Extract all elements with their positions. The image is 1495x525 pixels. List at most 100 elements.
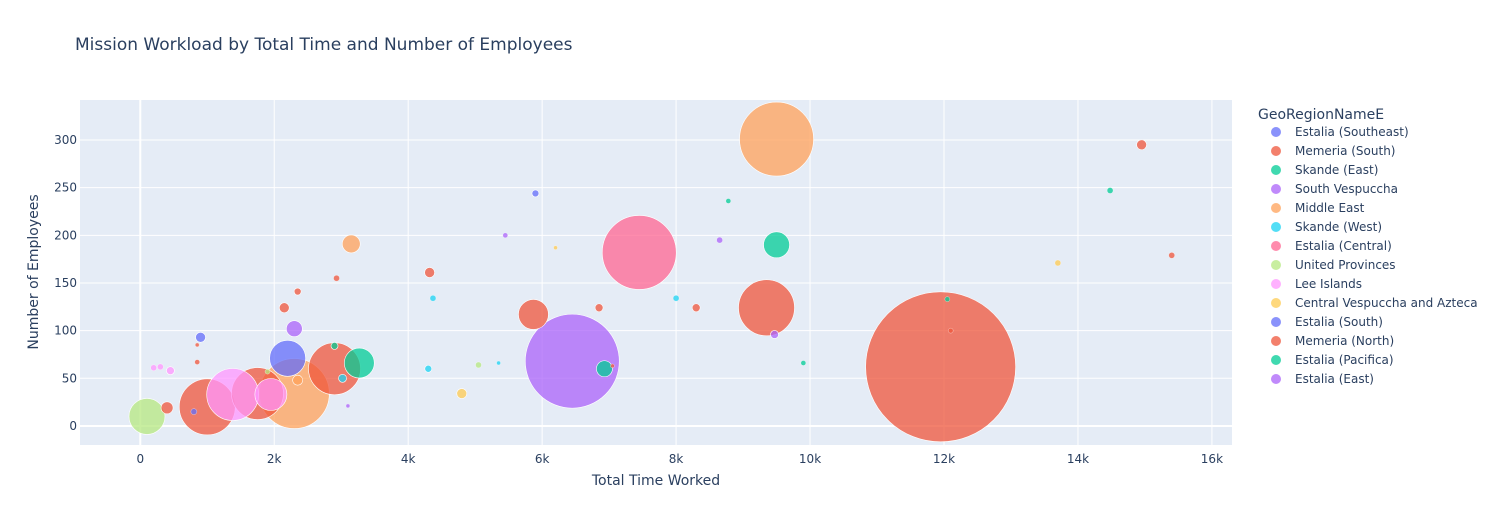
legend-label: Skande (East) [1295, 163, 1378, 177]
data-point [157, 363, 164, 371]
legend-label: Estalia (Pacifica) [1295, 353, 1394, 367]
data-point [1106, 187, 1114, 194]
legend[interactable]: Estalia (Southeast) Memeria (South) Skande… [1271, 125, 1478, 386]
legend-marker [1271, 241, 1281, 251]
legend-label: Memeria (South) [1295, 144, 1395, 158]
legend-item[interactable]: Estalia (Southeast) [1271, 125, 1409, 139]
chart-title: Mission Workload by Total Time and Numbe… [75, 35, 573, 55]
data-point [716, 236, 723, 244]
x-tick-label: 16k [1201, 452, 1223, 466]
data-point [195, 332, 206, 343]
y-tick-label: 150 [54, 276, 77, 290]
data-point [596, 360, 613, 378]
legend-item[interactable]: Lee Islands [1271, 277, 1362, 291]
legend-label: Middle East [1295, 201, 1365, 215]
data-point [518, 299, 549, 330]
data-point [610, 363, 615, 369]
legend-marker [1271, 165, 1281, 175]
legend-item[interactable]: Memeria (South) [1271, 144, 1395, 158]
legend-item[interactable]: Skande (East) [1271, 163, 1378, 177]
legend-label: Estalia (Central) [1295, 239, 1392, 253]
legend-item[interactable]: Estalia (South) [1271, 315, 1383, 329]
x-tick-label: 0 [136, 452, 144, 466]
legend-item[interactable]: Skande (West) [1271, 220, 1382, 234]
y-tick-label: 0 [69, 419, 77, 433]
y-tick-label: 250 [54, 181, 77, 195]
x-tick-label: 2k [267, 452, 282, 466]
legend-label: Estalia (Southeast) [1295, 125, 1409, 139]
legend-label: Memeria (North) [1295, 334, 1394, 348]
data-point [770, 330, 779, 339]
legend-item[interactable]: United Provinces [1271, 258, 1396, 272]
legend-marker [1271, 127, 1281, 137]
x-tick-label: 4k [401, 452, 416, 466]
data-point [195, 342, 200, 348]
legend-label: Central Vespuccha and Azteca [1295, 296, 1478, 310]
legend-item[interactable]: Central Vespuccha and Azteca [1271, 296, 1478, 310]
data-point [456, 388, 468, 399]
legend-label: United Provinces [1295, 258, 1396, 272]
data-point [293, 287, 302, 296]
legend-marker [1271, 146, 1281, 156]
data-point [166, 366, 175, 375]
data-point [739, 101, 814, 177]
data-point [206, 368, 260, 421]
data-point [424, 364, 433, 373]
data-point [524, 313, 620, 409]
data-point [502, 232, 508, 238]
x-tick-label: 6k [535, 452, 550, 466]
y-tick-label: 200 [54, 228, 77, 242]
data-point [553, 245, 558, 250]
data-point [475, 361, 482, 369]
data-point [1136, 139, 1147, 151]
data-point [333, 275, 340, 282]
x-tick-label: 12k [933, 452, 955, 466]
data-point [160, 401, 174, 415]
data-point [330, 342, 339, 350]
data-point [278, 302, 290, 314]
legend-item[interactable]: Memeria (North) [1271, 334, 1394, 348]
data-point [341, 234, 361, 254]
data-point [496, 360, 501, 366]
legend-item[interactable]: Middle East [1271, 201, 1365, 215]
y-tick-label: 100 [54, 324, 77, 338]
legend-marker [1271, 260, 1281, 270]
data-point [424, 267, 435, 278]
legend-label: South Vespuccha [1295, 182, 1398, 196]
data-point [672, 295, 680, 302]
legend-item[interactable]: Estalia (Pacifica) [1271, 353, 1394, 367]
y-axis-tick-labels: 0 50 100 150 200 250 300 [54, 133, 77, 433]
data-point [194, 359, 200, 365]
legend-label: Estalia (East) [1295, 372, 1374, 386]
legend-marker [1271, 222, 1281, 232]
data-point [725, 198, 731, 204]
legend-marker [1271, 374, 1281, 384]
data-point [150, 364, 157, 371]
legend-marker [1271, 317, 1281, 327]
data-point [865, 291, 1016, 443]
x-tick-label: 8k [669, 452, 684, 466]
x-axis-tick-labels: 0 2k 4k 6k 8k 10k 12k 14k 16k [136, 452, 1223, 466]
data-point [429, 295, 437, 302]
legend-label: Lee Islands [1295, 277, 1362, 291]
y-tick-label: 50 [62, 371, 77, 385]
legend-label: Skande (West) [1295, 220, 1382, 234]
legend-item[interactable]: South Vespuccha [1271, 182, 1398, 196]
data-point [948, 327, 954, 334]
x-axis-title: Total Time Worked [591, 473, 720, 489]
legend-marker [1271, 336, 1281, 346]
data-point [269, 339, 306, 377]
legend-item[interactable]: Estalia (Central) [1271, 239, 1392, 253]
legend-item[interactable]: Estalia (East) [1271, 372, 1374, 386]
data-point [286, 320, 303, 338]
data-point [343, 347, 375, 379]
data-point [800, 360, 806, 366]
data-point [1054, 259, 1062, 267]
data-point [691, 303, 701, 313]
data-point [763, 231, 790, 259]
y-tick-label: 300 [54, 133, 77, 147]
legend-label: Estalia (South) [1295, 315, 1383, 329]
data-point [1168, 252, 1175, 259]
data-point [254, 378, 288, 411]
